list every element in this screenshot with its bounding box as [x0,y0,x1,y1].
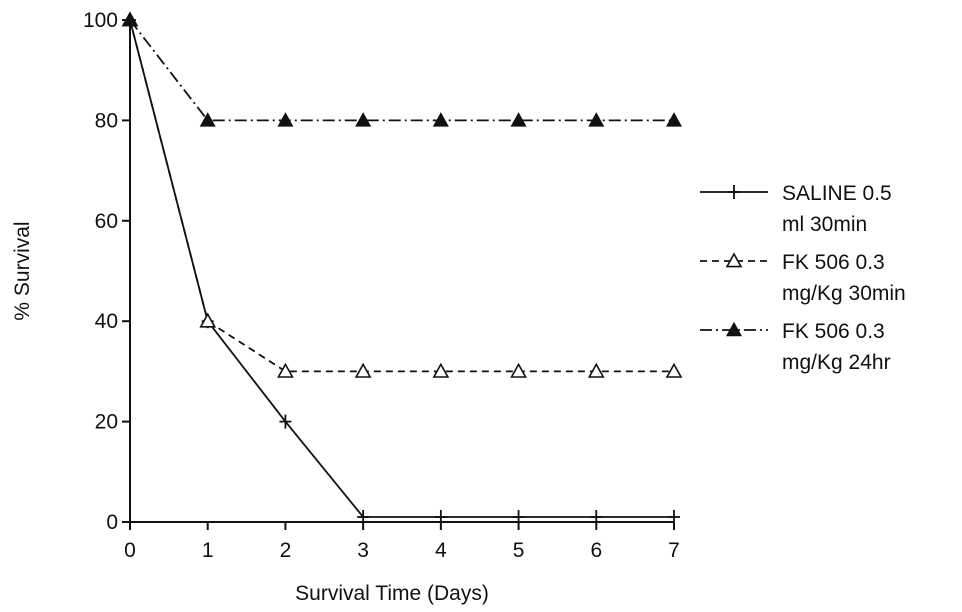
series-2-point [432,362,450,378]
series-line-1 [129,19,674,518]
series-line-3 [129,19,674,122]
axes [129,20,674,523]
series-1-point [357,509,370,524]
x-tick-label: 1 [202,539,214,562]
series-1-point [590,509,603,524]
series-2-point [199,312,217,328]
y-tick-label: 20 [95,411,118,434]
series-3-point [665,112,683,127]
x-tick-label: 6 [590,539,602,562]
series-1-point [279,414,292,429]
y-tick-label: 80 [95,109,118,132]
x-tick-label: 7 [668,539,680,562]
legend-marker [725,252,743,268]
x-tick-label: 0 [124,539,136,562]
legend-entry-2: FK 506 0.3 mg/Kg 30min [700,251,906,305]
legend-label: FK 506 0.3 [782,320,885,343]
x-tick-label: 2 [280,539,292,562]
series-2-point [587,362,605,378]
legend-entry-3: FK 506 0.3 mg/Kg 24hr [700,320,891,374]
series-3-point [432,112,449,127]
series-3-point [277,112,294,127]
series-3-point [121,11,139,27]
series-1-point [434,509,447,524]
series-line-2 [129,19,674,373]
legend-marker [728,185,740,199]
series-markers [121,11,683,524]
y-tick-label: 60 [95,210,118,233]
tick-marks: 0 20 40 60 80 100 0 1 2 3 4 5 6 7 [83,9,680,562]
series-2-point [277,362,294,378]
series-3-point [510,112,527,127]
legend-label: SALINE 0.5 [782,182,892,205]
legend-label: mg/Kg 30min [782,282,906,305]
x-tick-label: 4 [435,539,447,562]
series-2-point [510,362,527,378]
y-tick-label: 40 [95,310,118,333]
series-3-point [199,112,216,127]
y-axis-title: % Survival [11,221,34,320]
x-tick-label: 5 [513,539,525,562]
y-tick-label: 100 [83,9,118,32]
legend-label: FK 506 0.3 [782,251,885,274]
legend-label: ml 30min [782,213,867,236]
series-lines [129,19,674,518]
x-tick-label: 3 [357,539,369,562]
series-1-point [512,509,525,524]
series-2-point [354,362,372,378]
series-1-point [668,509,680,524]
series-2-point [665,362,683,378]
legend-marker [725,321,743,337]
x-axis-title: Survival Time (Days) [295,582,489,605]
series-3-point [355,112,372,127]
series-3-point [588,112,605,127]
y-tick-label: 0 [106,511,118,534]
legend-label: mg/Kg 24hr [782,351,891,374]
legend-entry-1: SALINE 0.5 ml 30min [700,182,892,236]
